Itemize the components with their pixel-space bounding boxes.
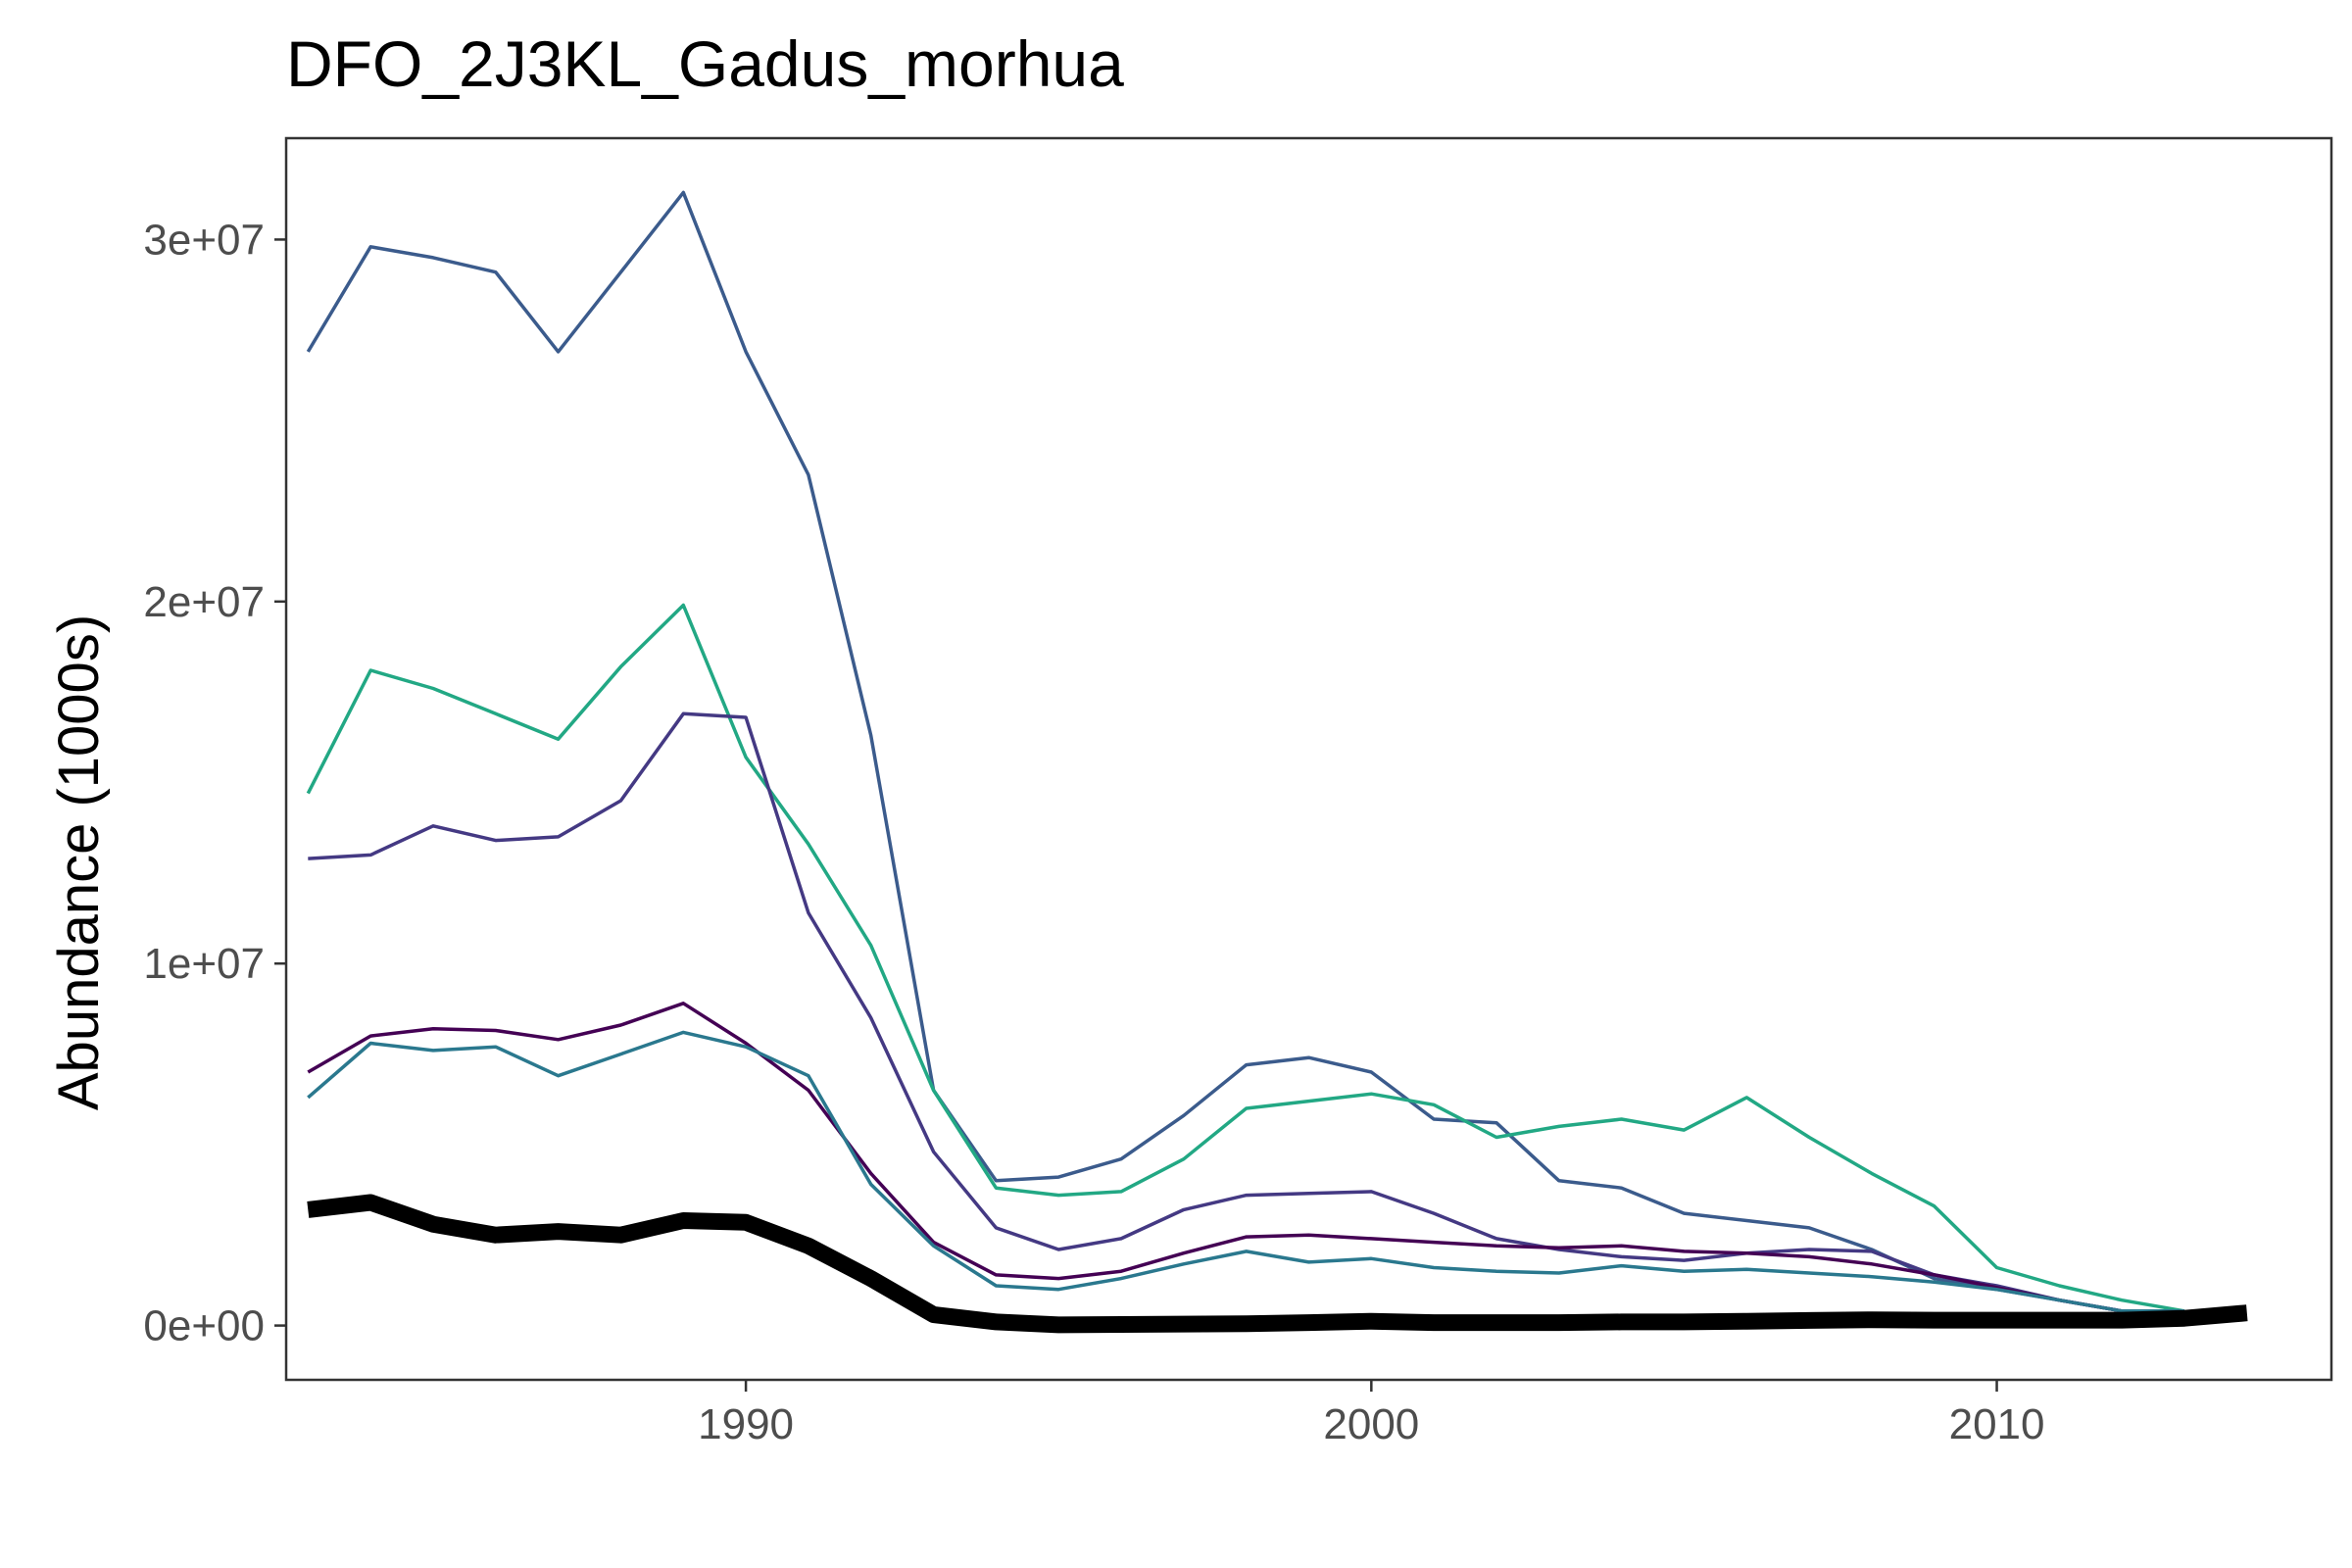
y-tick-label: 1e+07: [143, 940, 265, 988]
x-axis: 1990 2000 2010: [698, 1380, 2044, 1448]
series-line-1: [306, 190, 2184, 1313]
series-line-5: [307, 1030, 2184, 1313]
y-axis: 0e+00 1e+07 2e+07 3e+07: [143, 216, 286, 1350]
x-tick-label: 2000: [1323, 1400, 1419, 1448]
y-tick-label: 2e+07: [143, 578, 265, 626]
series-line-3: [308, 711, 2184, 1313]
chart-title: DFO_2J3KL_Gadus_morhua: [286, 27, 1124, 100]
x-tick-label: 1990: [698, 1400, 794, 1448]
series-line-6: [307, 1194, 2248, 1334]
y-tick-label: 3e+07: [143, 216, 265, 264]
x-tick-label: 2010: [1949, 1400, 2045, 1448]
y-tick-label: 0e+00: [143, 1302, 265, 1350]
y-axis-label: Abundance (1000s): [47, 614, 111, 1110]
series-layer: [306, 190, 2248, 1334]
series-line-2: [306, 603, 2185, 1313]
series-line-4: [307, 1002, 2184, 1313]
plot-panel: [284, 136, 2333, 1382]
